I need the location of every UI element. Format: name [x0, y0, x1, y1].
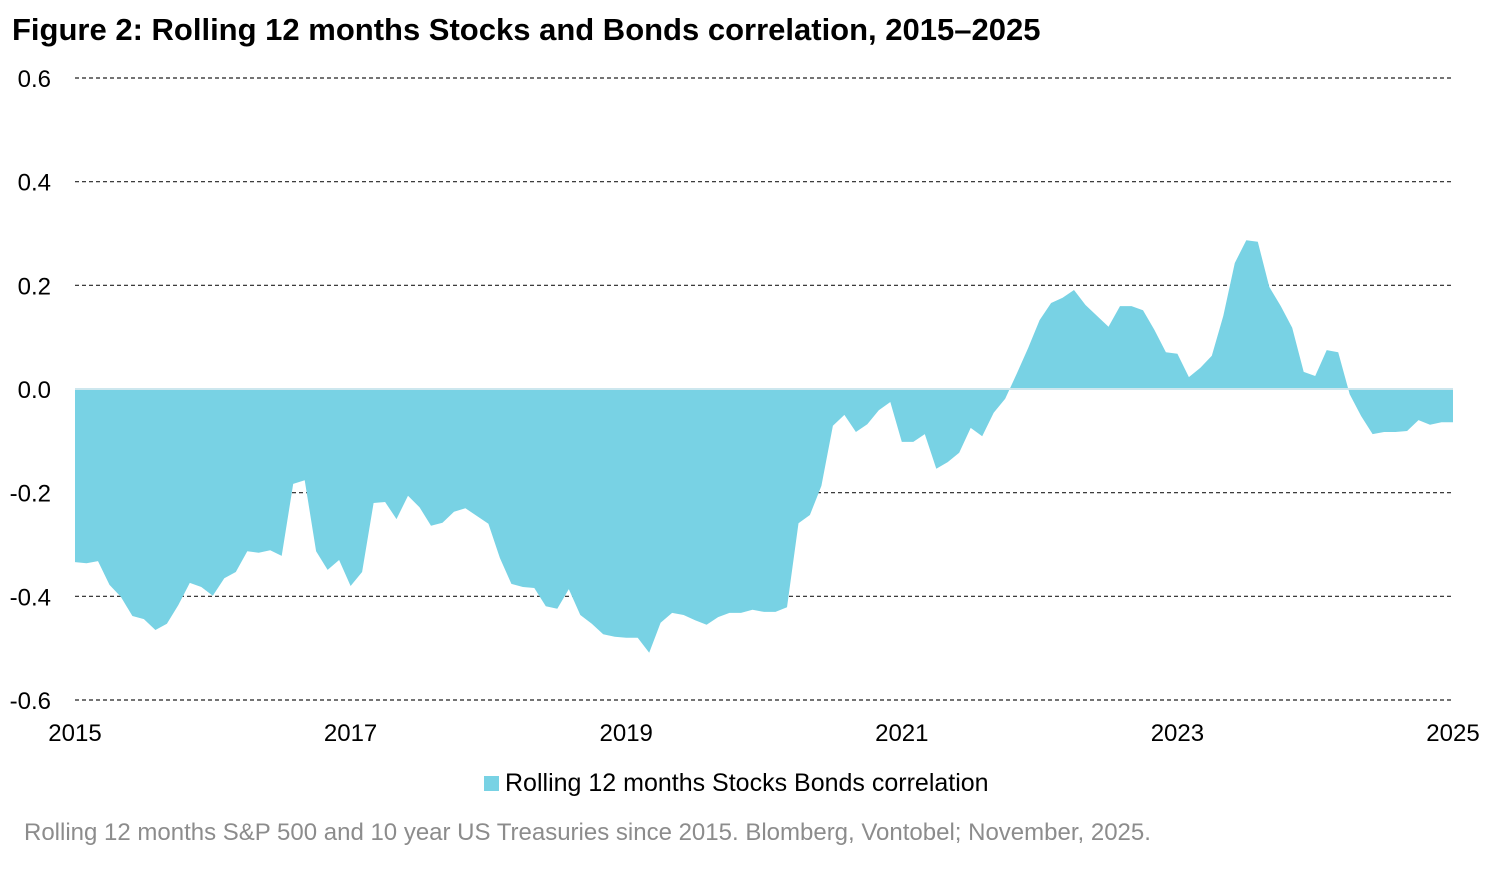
- source-note: Rolling 12 months S&P 500 and 10 year US…: [24, 819, 1151, 846]
- y-tick-label: 0.2: [18, 273, 51, 300]
- x-axis-ticks: 2015 2017 2019 2021 2023 2025: [48, 720, 1479, 747]
- x-tick-label: 2015: [48, 720, 101, 747]
- y-tick-label: -0.2: [10, 481, 51, 508]
- x-tick-label: 2017: [324, 720, 377, 747]
- legend-swatch: [484, 776, 499, 791]
- y-axis-ticks: 0.6 0.4 0.2 0.0 -0.2 -0.4 -0.6: [10, 66, 51, 715]
- legend-label: Rolling 12 months Stocks Bonds correlati…: [505, 769, 989, 797]
- x-tick-label: 2021: [875, 720, 928, 747]
- y-tick-label: -0.6: [10, 688, 51, 715]
- x-tick-label: 2023: [1151, 720, 1204, 747]
- chart-title: Figure 2: Rolling 12 months Stocks and B…: [12, 12, 1041, 47]
- x-tick-label: 2019: [600, 720, 653, 747]
- series-area: [75, 240, 1453, 653]
- y-tick-label: -0.4: [10, 584, 51, 611]
- x-tick-label: 2025: [1426, 720, 1479, 747]
- y-tick-label: 0.6: [18, 66, 51, 93]
- y-tick-label: 0.0: [18, 377, 51, 404]
- legend: Rolling 12 months Stocks Bonds correlati…: [484, 769, 989, 798]
- y-tick-label: 0.4: [18, 170, 51, 197]
